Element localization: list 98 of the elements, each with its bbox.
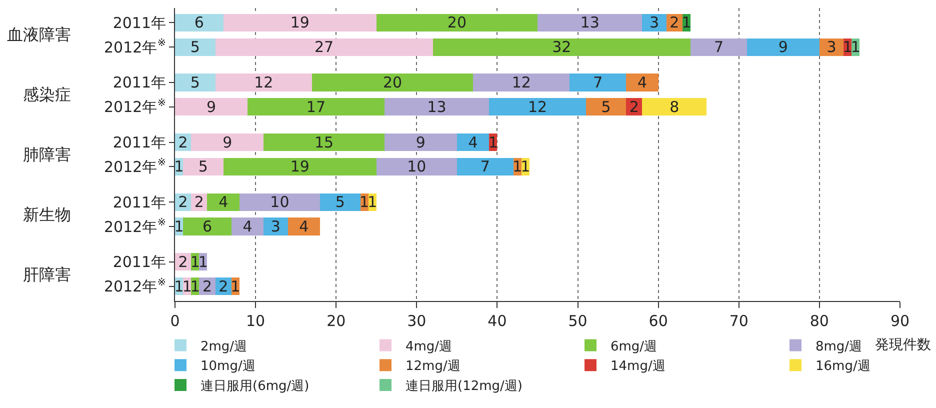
y-tick-label: 2011年 bbox=[112, 74, 166, 92]
data-label: 9 bbox=[206, 98, 216, 116]
y-tick-label: 2011年 bbox=[112, 14, 166, 32]
data-label: 5 bbox=[190, 73, 200, 92]
text: 肺障害 bbox=[23, 145, 71, 164]
data-label: 20 bbox=[447, 14, 466, 32]
x-axis-title: 発現件数 bbox=[875, 337, 931, 353]
data-label: 12 bbox=[512, 73, 531, 92]
x-tick-label: 40 bbox=[488, 312, 507, 330]
legend-label: 14mg/週 bbox=[610, 359, 666, 374]
legend-label: 16mg/週 bbox=[816, 359, 870, 374]
data-label: 10 bbox=[270, 193, 290, 212]
data-label: 1 bbox=[488, 133, 498, 152]
data-label: 1 bbox=[368, 193, 378, 212]
data-label: 4 bbox=[637, 73, 647, 92]
data-label: 9 bbox=[416, 133, 426, 152]
data-label: 1 bbox=[230, 277, 240, 296]
data-label: 1 bbox=[842, 38, 852, 56]
x-tick-label: 90 bbox=[890, 312, 910, 330]
data-label: 7 bbox=[714, 38, 724, 56]
data-label: 3 bbox=[650, 14, 660, 32]
data-label: 6 bbox=[194, 14, 204, 32]
data-label: 15 bbox=[314, 133, 334, 152]
legend-label: 10mg/週 bbox=[200, 359, 256, 374]
data-label: 2 bbox=[178, 252, 188, 271]
x-tick-label: 50 bbox=[568, 312, 588, 330]
x-tick-label: 70 bbox=[729, 312, 748, 330]
y-tick-label: 2012年$^{※}$ bbox=[104, 37, 166, 56]
data-label: 13 bbox=[580, 14, 600, 32]
data-label: 1 bbox=[190, 252, 200, 271]
legend-label: 2mg/週 bbox=[200, 339, 248, 354]
legend-label: 12mg/週 bbox=[406, 359, 460, 374]
data-label: 17 bbox=[306, 98, 326, 116]
data-label: 1 bbox=[198, 252, 208, 271]
data-label: 7 bbox=[480, 158, 490, 176]
data-label: 4 bbox=[299, 218, 309, 236]
data-label: 2 bbox=[218, 277, 228, 296]
data-label: 6 bbox=[202, 218, 212, 236]
data-label: 1 bbox=[190, 277, 200, 296]
y-tick-label: 2012年$^{※}$ bbox=[104, 96, 166, 116]
data-label: 4 bbox=[218, 193, 228, 212]
data-label: 5 bbox=[198, 158, 208, 176]
data-label: 1 bbox=[682, 14, 692, 32]
data-label: 2 bbox=[194, 193, 204, 212]
data-label: 19 bbox=[290, 14, 310, 32]
data-label: 9 bbox=[778, 38, 788, 56]
data-label: 8 bbox=[670, 98, 680, 116]
data-label: 12 bbox=[254, 73, 274, 92]
y-tick-label: 2011年 bbox=[112, 193, 166, 212]
x-tick-label: 10 bbox=[246, 312, 266, 330]
data-label: 1 bbox=[512, 158, 522, 176]
y-tick-label: 2012年$^{※}$ bbox=[104, 216, 166, 236]
data-label: 4 bbox=[468, 133, 478, 152]
data-label: 5 bbox=[335, 193, 345, 212]
data-label: 9 bbox=[222, 133, 232, 152]
data-label: 2 bbox=[178, 193, 188, 212]
x-tick-label: 60 bbox=[648, 312, 668, 330]
data-label: 19 bbox=[290, 158, 310, 176]
legend-label: 8mg/週 bbox=[816, 339, 862, 354]
text: 新生物 bbox=[23, 205, 71, 224]
data-label: 27 bbox=[314, 38, 334, 56]
data-label: 2 bbox=[178, 133, 188, 152]
x-tick-label: 20 bbox=[326, 312, 346, 330]
legend-label: 4mg/週 bbox=[406, 339, 452, 354]
data-label: 1 bbox=[174, 158, 184, 176]
data-label: 5 bbox=[601, 98, 611, 116]
data-label: 1 bbox=[174, 277, 184, 296]
legend-label: 連日服用(12mg/週) bbox=[406, 379, 522, 394]
text: 感染症 bbox=[23, 85, 71, 104]
y-tick-label: 2011年 bbox=[112, 253, 166, 272]
legend-label: 6mg/週 bbox=[610, 339, 658, 354]
x-tick-label: 0 bbox=[170, 312, 180, 330]
x-tick-label: 30 bbox=[407, 312, 426, 330]
data-label: 1 bbox=[182, 277, 192, 296]
data-label: 1 bbox=[360, 193, 370, 212]
y-tick-label: 2012年$^{※}$ bbox=[104, 276, 166, 296]
data-label: 7 bbox=[593, 73, 603, 92]
data-label: 1 bbox=[174, 218, 184, 236]
data-label: 1 bbox=[850, 38, 860, 56]
data-label: 2 bbox=[202, 277, 212, 296]
x-tick-label: 80 bbox=[810, 312, 829, 330]
data-label: 13 bbox=[427, 98, 446, 116]
y-tick-label: 2011年 bbox=[112, 134, 166, 152]
data-label: 5 bbox=[190, 38, 200, 56]
y-tick-label: 2012年$^{※}$ bbox=[104, 156, 166, 176]
data-label: 1 bbox=[520, 158, 530, 176]
data-label: 3 bbox=[270, 218, 280, 236]
data-label: 12 bbox=[528, 98, 548, 116]
data-label: 32 bbox=[552, 38, 572, 56]
data-label: 4 bbox=[242, 218, 252, 236]
legend-label: 連日服用(6mg/週) bbox=[200, 379, 310, 394]
data-label: 2 bbox=[629, 98, 639, 116]
text: 肝障害 bbox=[23, 265, 71, 284]
data-label: 3 bbox=[826, 38, 836, 56]
data-label: 20 bbox=[382, 73, 402, 92]
data-label: 2 bbox=[670, 14, 680, 32]
text: 血液障害 bbox=[7, 25, 71, 44]
data-label: 10 bbox=[407, 158, 426, 176]
